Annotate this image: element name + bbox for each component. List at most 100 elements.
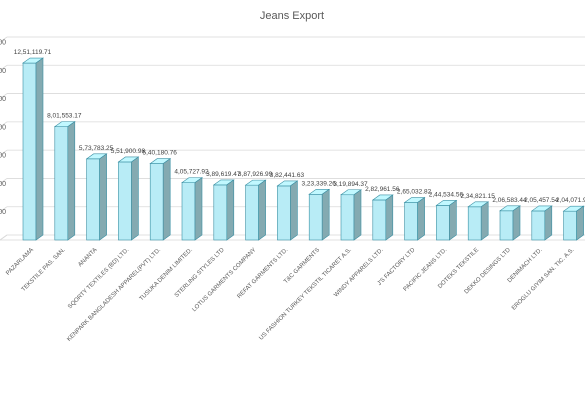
bar-side (194, 177, 203, 241)
bar (276, 180, 299, 241)
bar-side (576, 205, 584, 241)
data-label: 3,82,441.63 (270, 172, 305, 179)
bar-front (372, 199, 387, 241)
x-tick-label: LOTUS GARMENTS COMPANY (192, 247, 258, 313)
chart-title: Jeans Export (260, 10, 324, 22)
bar-side (67, 121, 76, 241)
bar (212, 179, 235, 241)
bar-side (290, 180, 298, 241)
bar-front (22, 62, 37, 241)
bar-side (449, 199, 457, 241)
bar-front (277, 185, 291, 241)
bar (244, 179, 267, 241)
bar-front (467, 206, 482, 241)
bar-front (245, 184, 259, 241)
data-label: 2,34,821.15 (461, 193, 496, 200)
bar (149, 158, 172, 241)
bar-side (131, 156, 139, 241)
data-label: 3,19,894.37 (333, 181, 368, 188)
gridline-side (0, 93, 8, 99)
bar (340, 189, 362, 241)
bar-front (149, 163, 164, 241)
bar (371, 194, 394, 241)
bar-side (226, 179, 235, 241)
gridline-side (0, 36, 8, 43)
y-tick-label: 600 (0, 153, 6, 160)
bar (85, 153, 108, 241)
x-tick-label: ANANTA (77, 247, 98, 268)
bar (53, 121, 76, 241)
data-label: 3,89,619.47 (206, 171, 241, 178)
y-tick-label: 1200 (0, 68, 6, 75)
gridline-side (0, 149, 8, 156)
bar (308, 188, 331, 241)
bar-front (54, 126, 69, 241)
data-label: 12,51,119.71 (14, 49, 52, 56)
bar-side (99, 153, 107, 241)
bar-side (321, 188, 330, 241)
bar (181, 177, 203, 241)
bar (562, 205, 585, 241)
bar-front (213, 184, 228, 241)
bar (435, 199, 458, 241)
bar-front (86, 158, 100, 241)
bar-front (436, 205, 450, 241)
data-label: 2,65,032.82 (397, 189, 432, 196)
bar-front (404, 202, 418, 241)
y-tick-label: 400 (0, 181, 6, 188)
y-tick-label: 200 (0, 209, 6, 216)
bar (530, 205, 553, 241)
y-tick-label: 800 (0, 124, 6, 131)
data-label: 4,05,727.92 (174, 169, 209, 176)
data-label: 5,51,900.98 (111, 148, 146, 155)
data-label: 2,05,457.54 (524, 197, 559, 204)
bar (467, 201, 490, 241)
gridline-side (0, 234, 8, 241)
data-label: 5,73,783.25 (79, 145, 114, 152)
data-label: 3,87,926.99 (238, 171, 273, 178)
bar (117, 156, 140, 241)
bar-front (340, 194, 355, 241)
bar (22, 57, 44, 241)
gridline-side (0, 206, 8, 213)
y-axis: 200 400 600 800 1000 1200 1400 (0, 40, 6, 217)
bar-front (181, 182, 196, 241)
y-tick-label: 1400 (0, 40, 6, 47)
data-label: 3,23,339.26 (302, 180, 337, 187)
bar-side (544, 205, 553, 241)
x-tick-label: PAZARLAMA (5, 247, 35, 277)
bar-side (162, 158, 171, 241)
bar-front (308, 193, 323, 241)
data-label: 2,44,534.56 (429, 191, 464, 198)
gridline-side (0, 178, 8, 184)
bar-side (512, 205, 521, 241)
y-tick-label: 1000 (0, 96, 6, 103)
data-label: 8,01,553.17 (47, 113, 82, 120)
bar-side (385, 194, 394, 241)
bar-front (118, 161, 132, 241)
gridline-side (0, 64, 8, 71)
bar-front (563, 210, 577, 241)
data-label: 2,06,583.44 (492, 197, 527, 204)
bar (403, 196, 426, 241)
x-tick-label: DENIMACH LTD. (507, 247, 544, 284)
bar-side (417, 196, 425, 241)
bar-front (499, 210, 514, 241)
bars (22, 57, 585, 241)
data-label: 2,04,071.91 (556, 197, 585, 204)
x-tick-label: EROGLU GIYIM SAN. TIC. A.S. (511, 247, 576, 312)
bar-side (258, 179, 266, 241)
bar-side (480, 201, 489, 241)
bar-side (353, 189, 362, 241)
bar-side (35, 57, 44, 241)
bar-front (531, 210, 546, 241)
bar (499, 205, 521, 241)
x-tick-label: TUSUKA DENIM LIMITED. (139, 247, 194, 302)
gridline-side (0, 121, 8, 128)
data-labels: 12,51,119.71 8,01,553.17 5,73,783.255,51,9… (14, 49, 585, 204)
x-tick-label: SQORTY TEXTILES (BD) LTD. (67, 247, 130, 310)
data-label: 2,82,961.56 (365, 186, 400, 193)
data-label: 5,40,180.76 (143, 150, 178, 157)
